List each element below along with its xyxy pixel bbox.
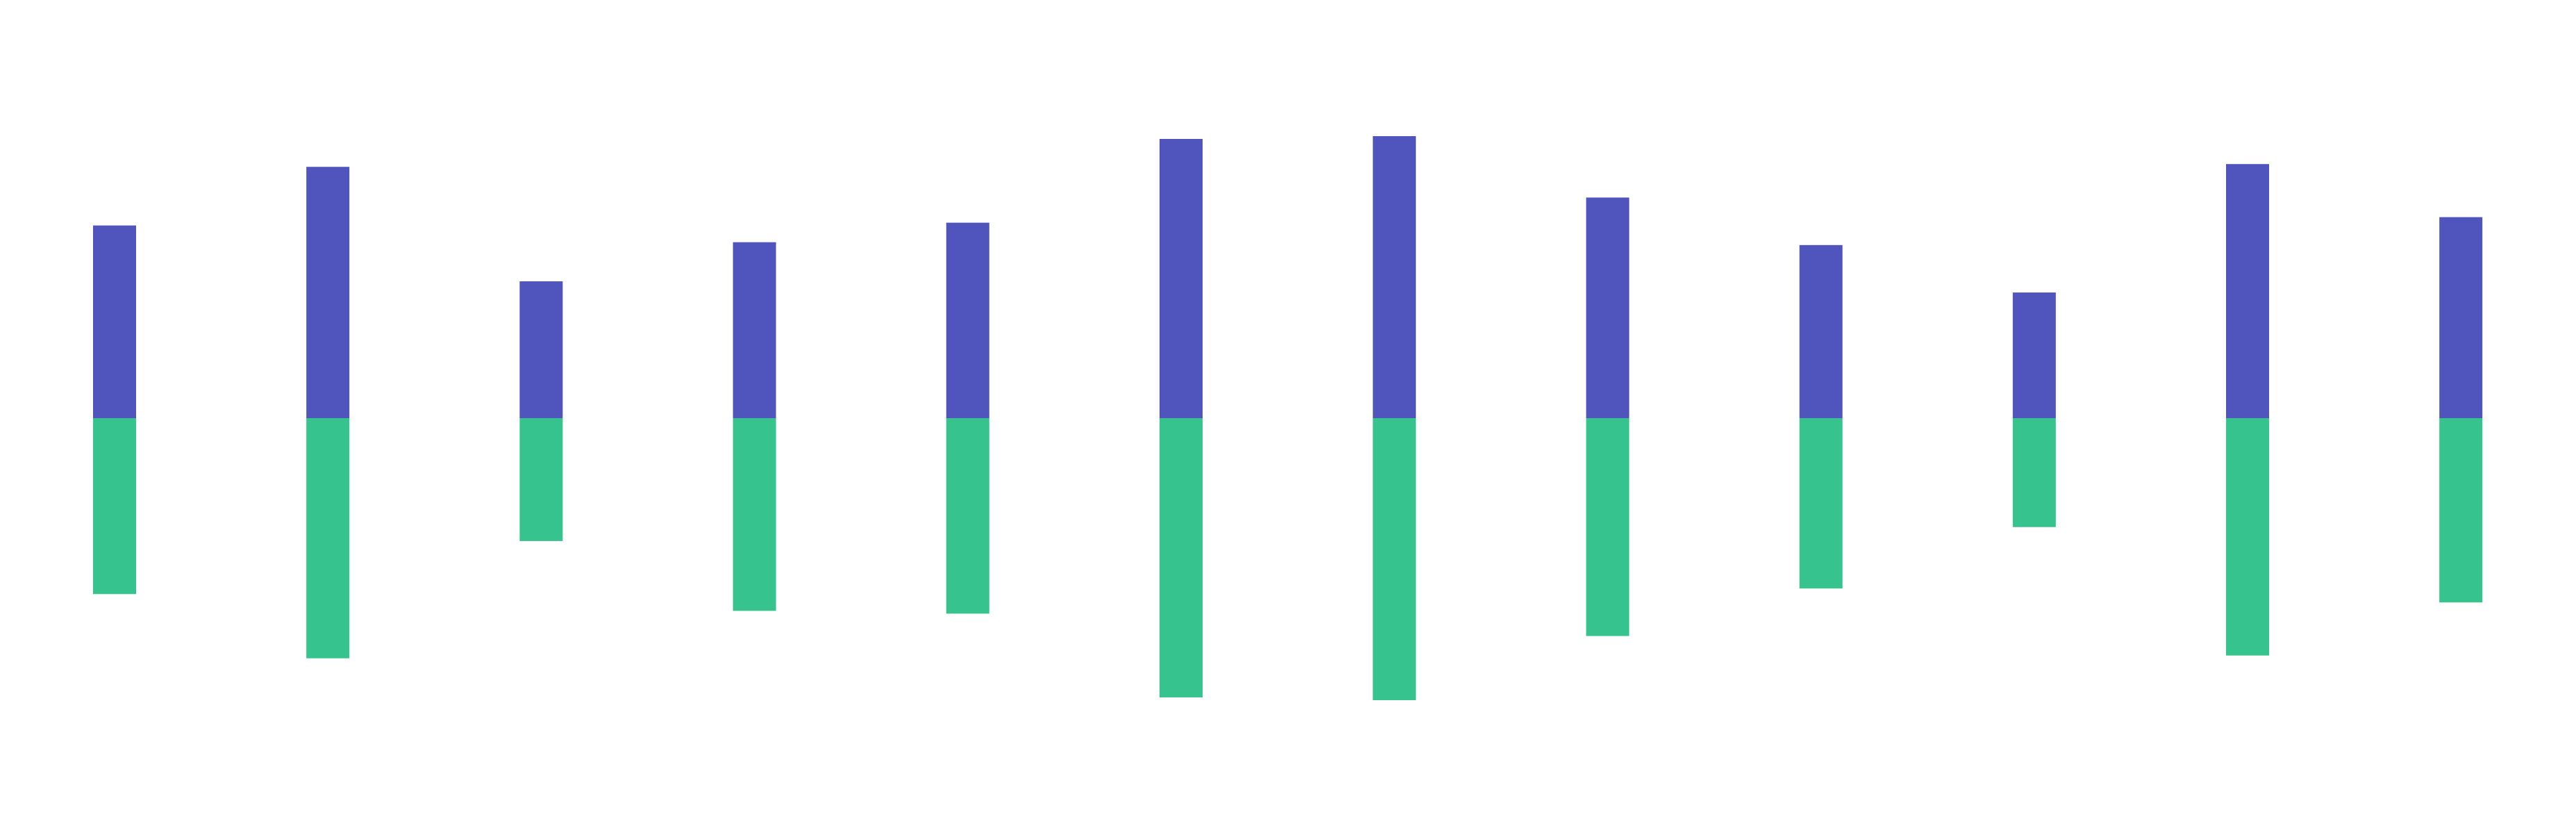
bar-down-11	[2226, 418, 2269, 656]
bar-down-2	[306, 418, 350, 658]
bar-down-1	[93, 418, 136, 595]
bar-up-7	[1373, 136, 1416, 418]
bar-up-6	[1160, 139, 1203, 418]
bar-down-7	[1373, 418, 1416, 700]
bar-up-1	[93, 225, 136, 418]
bar-up-3	[519, 281, 563, 418]
bar-up-4	[733, 242, 776, 418]
bar-down-3	[519, 418, 563, 541]
bar-down-12	[2439, 418, 2483, 603]
bar-down-4	[733, 418, 776, 611]
bar-up-5	[946, 222, 989, 418]
bar-down-8	[1586, 418, 1630, 636]
bar-up-9	[1799, 245, 1843, 418]
bar-down-9	[1799, 418, 1843, 589]
bar-up-12	[2439, 217, 2483, 418]
bar-up-8	[1586, 197, 1630, 418]
bar-up-10	[2012, 292, 2056, 418]
bar-up-2	[306, 167, 350, 418]
bar-down-6	[1160, 418, 1203, 697]
bar-down-5	[946, 418, 989, 614]
bar-up-11	[2226, 164, 2269, 418]
bar-down-10	[2012, 418, 2056, 527]
